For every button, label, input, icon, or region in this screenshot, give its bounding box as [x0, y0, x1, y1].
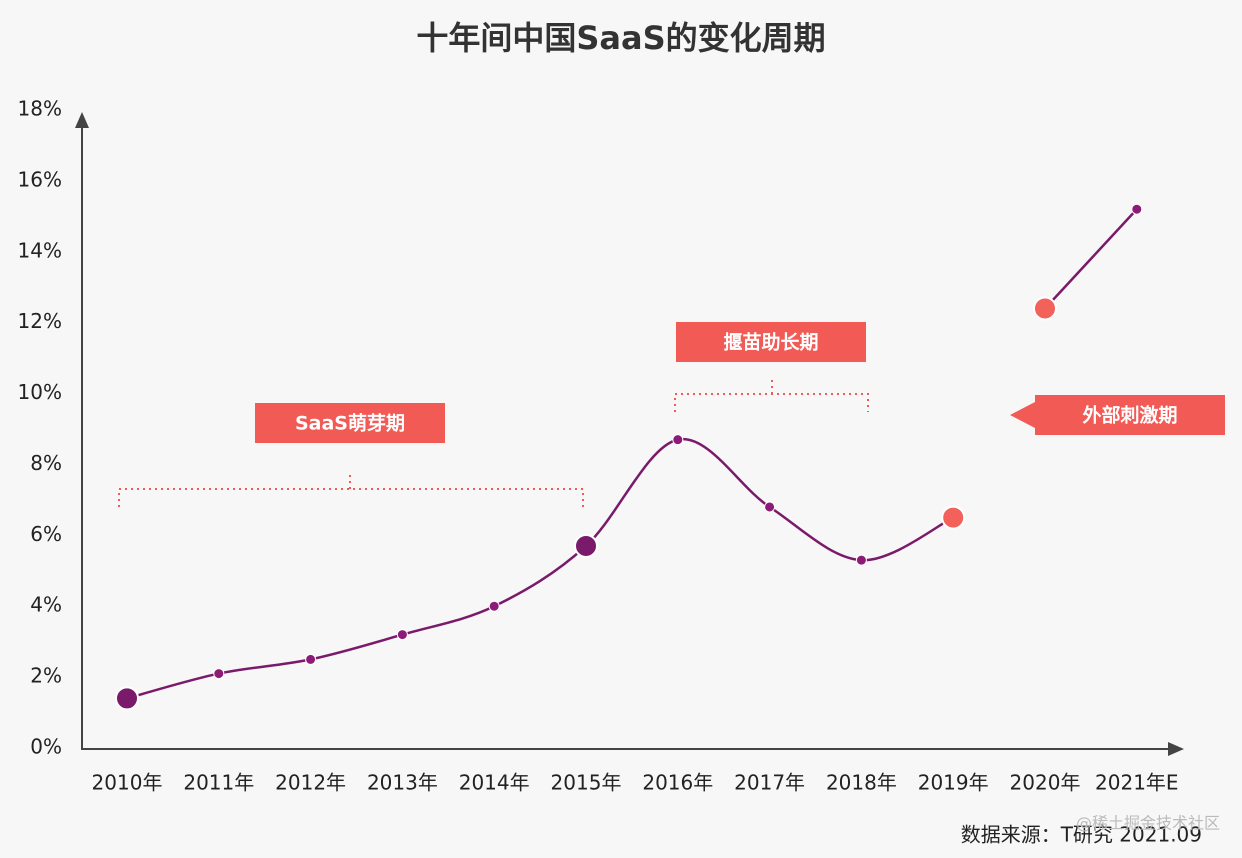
x-tick-label: 2020年	[1010, 771, 1081, 795]
point	[396, 629, 408, 641]
y-tick-label: 12%	[18, 309, 62, 333]
y-tick-label: 8%	[30, 451, 62, 475]
bracket	[674, 376, 869, 412]
y-tick-label: 6%	[30, 522, 62, 546]
x-tick-label: 2012年	[275, 771, 346, 795]
point	[213, 668, 225, 680]
x-tick-label: 2010年	[92, 771, 163, 795]
annotation: SaaS萌芽期	[295, 412, 405, 435]
annotation-arrow	[1010, 402, 1035, 428]
point	[1033, 296, 1057, 321]
y-tick-label: 10%	[18, 380, 62, 404]
x-axis-arrow	[1168, 742, 1184, 756]
point	[941, 505, 966, 530]
y-tick-label: 4%	[30, 593, 62, 617]
point	[574, 533, 598, 558]
point	[488, 600, 500, 612]
x-tick-label: 2011年	[183, 771, 254, 795]
annotation: 揠苗助长期	[723, 331, 818, 354]
y-tick-label: 14%	[18, 238, 62, 262]
y-tick-label: 16%	[18, 167, 62, 191]
y-axis-arrow	[75, 112, 89, 128]
x-tick-label: 2017年	[734, 771, 805, 795]
watermark: @稀土掘金技术社区	[1076, 814, 1220, 833]
x-tick-label: 2016年	[642, 771, 713, 795]
annotation-box	[255, 403, 445, 443]
annotation-box	[1035, 395, 1225, 435]
x-tick-label: 2018年	[826, 771, 897, 795]
y-tick-label: 18%	[18, 97, 62, 121]
y-tick-label: 2%	[30, 664, 62, 688]
x-tick-label: 2019年	[918, 771, 989, 795]
y-tick-label: 0%	[30, 735, 62, 759]
line	[126, 437, 954, 700]
x-tick-label: 2021年E	[1095, 771, 1179, 795]
x-tick-label: 2013年	[367, 771, 438, 795]
point	[115, 686, 139, 711]
annotation: 外部刺激期	[1082, 404, 1177, 427]
annotation-box	[676, 322, 866, 362]
point	[764, 501, 776, 513]
bracket	[118, 474, 584, 507]
point	[855, 554, 867, 566]
x-tick-label: 2015年	[551, 771, 622, 795]
point	[305, 653, 317, 665]
chart-title: 十年间中国SaaS的变化周期	[416, 19, 825, 57]
point	[1131, 203, 1143, 215]
source: 数据来源：T研究 2021.09	[961, 823, 1202, 847]
point	[672, 434, 684, 446]
line	[1044, 208, 1138, 310]
x-tick-label: 2014年	[459, 771, 530, 795]
